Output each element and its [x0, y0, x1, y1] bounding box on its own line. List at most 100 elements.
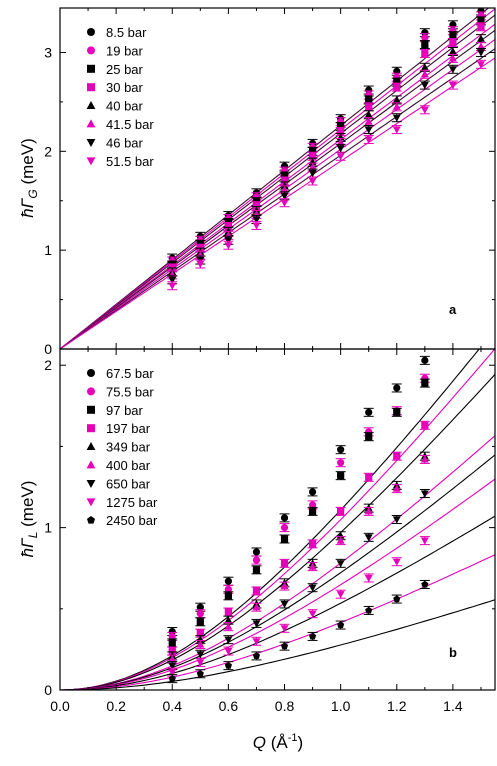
legend-marker — [87, 46, 95, 55]
x-tick-label: 0.2 — [106, 698, 126, 714]
data-point — [224, 577, 232, 585]
data-point — [337, 459, 345, 467]
data-point — [392, 114, 401, 122]
data-point — [252, 556, 261, 564]
data-point — [168, 669, 177, 677]
data-point — [224, 648, 233, 656]
data-point — [224, 242, 233, 250]
data-point — [252, 202, 261, 210]
data-point — [168, 674, 176, 682]
data-point — [280, 559, 289, 567]
panel-a-fit-curves — [60, 8, 495, 349]
data-point — [280, 600, 289, 609]
panel-a-y-tick-label: 1 — [44, 242, 52, 258]
panel-a-y-tick-label: 3 — [44, 44, 52, 60]
legend-marker — [87, 516, 95, 524]
data-point — [393, 452, 401, 460]
data-point — [336, 138, 345, 146]
panel-b: 0 1 2 0.0 0.2 0.4 0.6 0.8 1.0 1.2 1.4 67.5 bar 75.… — [18, 349, 495, 752]
data-point — [393, 595, 401, 603]
legend-label: 650 bar — [106, 476, 151, 491]
x-axis-label-close: ) — [298, 733, 304, 752]
legend-marker — [87, 424, 95, 433]
data-point — [308, 584, 317, 592]
data-point — [280, 172, 289, 180]
data-point — [252, 620, 261, 628]
data-point — [196, 610, 204, 618]
panel-a-fit-curve — [60, 48, 495, 349]
data-point — [224, 585, 232, 593]
panel-b-frame — [59, 348, 496, 691]
legend-label: 25 bar — [106, 62, 144, 77]
panel-b-fit-curves — [60, 349, 495, 690]
panel-b-fit-curve — [60, 515, 495, 690]
data-point — [365, 433, 373, 441]
data-point — [393, 83, 401, 91]
data-point — [168, 662, 177, 670]
data-point — [365, 473, 373, 481]
legend-label: 46 bar — [106, 135, 144, 150]
data-point — [449, 38, 457, 47]
data-point — [308, 507, 317, 515]
x-axis-label-sup: -1 — [288, 732, 298, 744]
data-point — [252, 652, 260, 659]
data-point — [252, 222, 261, 230]
x-axis-label-main: Q — [253, 733, 266, 752]
legend-label: 1275 bar — [106, 495, 158, 510]
data-point — [308, 610, 317, 618]
legend-marker — [86, 460, 96, 469]
data-point — [168, 276, 177, 284]
panel-b-fit-curve — [60, 554, 495, 690]
x-tick-label: 1.2 — [387, 698, 407, 714]
legend-marker — [86, 157, 96, 166]
data-point — [196, 260, 205, 269]
data-point — [224, 636, 233, 644]
data-point — [337, 446, 345, 454]
data-point — [421, 34, 429, 42]
panel-b-fit-curve — [60, 374, 495, 690]
data-point — [252, 548, 261, 556]
legend-marker — [86, 498, 96, 507]
panel-b-x-ticks: 0.0 0.2 0.4 0.6 0.8 1.0 1.2 1.4 — [50, 349, 482, 714]
panel-a-fit-curve — [60, 8, 495, 349]
legend-label: 67.5 bar — [106, 366, 154, 381]
legend-marker — [87, 28, 95, 36]
data-point — [280, 185, 289, 193]
panel-b-y-tick-label: 0 — [44, 682, 52, 698]
data-point — [421, 40, 429, 49]
data-point — [477, 17, 485, 25]
data-point — [196, 640, 205, 648]
panel-b-legend: 67.5 bar 75.5 bar 97 bar 197 bar 349 bar 400 … — [86, 366, 158, 528]
legend-marker — [87, 83, 95, 92]
data-point — [364, 117, 373, 125]
data-point — [392, 126, 401, 134]
data-point — [280, 625, 289, 633]
panel-a-y-axis-label: ħΓG (meV) — [18, 138, 40, 218]
data-point — [477, 23, 485, 31]
x-tick-label: 0.0 — [50, 698, 70, 714]
data-point — [365, 606, 373, 614]
data-point — [364, 534, 373, 542]
data-point — [336, 153, 345, 161]
data-point — [252, 638, 261, 646]
data-point — [421, 580, 429, 588]
data-point — [224, 616, 233, 624]
data-point — [308, 170, 317, 178]
data-point — [421, 421, 429, 429]
data-point — [421, 379, 429, 387]
data-point — [196, 629, 204, 637]
legend-label: 2450 bar — [106, 513, 158, 528]
data-point — [224, 661, 232, 669]
panel-a-data-points — [167, 8, 486, 291]
data-point — [420, 537, 429, 545]
legend-label: 197 bar — [106, 421, 151, 436]
data-point — [224, 227, 233, 235]
x-axis-label-unit: (Å — [266, 733, 288, 752]
panel-b-label: b — [449, 645, 457, 660]
panel-a-legend: 8.5 bar 19 bar 25 bar 30 bar 40 bar 41.5 bar 4… — [86, 25, 154, 169]
data-point — [252, 603, 261, 611]
panel-a-y-tick-label: 2 — [44, 143, 52, 159]
panel-b-y-tick-label: 1 — [44, 520, 52, 536]
data-point — [168, 632, 176, 641]
